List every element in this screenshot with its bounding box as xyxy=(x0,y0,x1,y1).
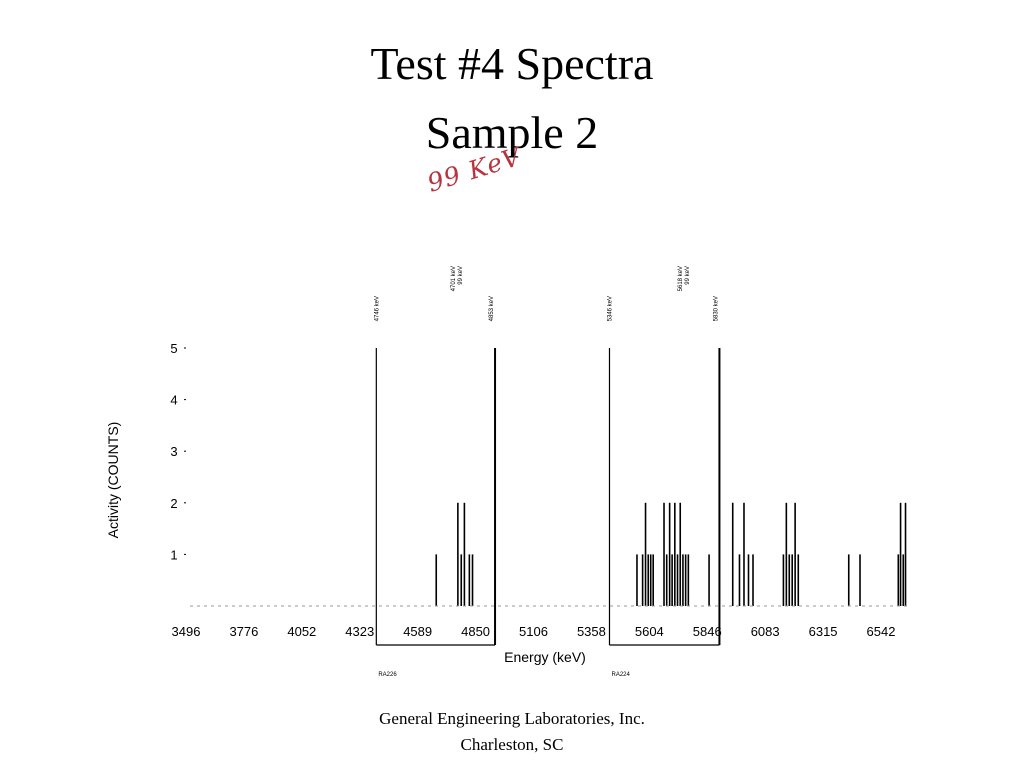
footer-location: Charleston, SC xyxy=(460,735,564,754)
peak-energy-label: 4701 keV xyxy=(451,266,457,291)
x-tick-label: 4589 xyxy=(403,624,432,639)
x-tick-label: 5106 xyxy=(519,624,548,639)
peak-energy-label: 99 keV xyxy=(685,266,691,285)
roi-start-label: 4746 keV xyxy=(374,296,380,321)
title-line-2: Sample 2 xyxy=(425,107,599,158)
roi-end-label: 5830 keV xyxy=(713,296,719,321)
peak-energy-label: 5618 keV xyxy=(678,266,684,291)
x-tick-label: 3496 xyxy=(172,624,201,639)
x-tick-label: 4323 xyxy=(345,624,374,639)
x-tick-label: 5846 xyxy=(693,624,722,639)
y-tick-label: 2 xyxy=(170,496,177,511)
y-tick-label: 4 xyxy=(170,393,177,408)
spectrum-chart: 1 2 3 4 5 3496 3776 4052 4323 4589 4850 5106 5358 56… xyxy=(105,266,908,678)
x-tick-label: 6542 xyxy=(867,624,896,639)
x-tick-label: 4850 xyxy=(461,624,490,639)
footer-company: General Engineering Laboratories, Inc. xyxy=(379,709,645,728)
x-tick-label: 4052 xyxy=(287,624,316,639)
x-axis-title: Energy (keV) xyxy=(504,649,586,665)
x-tick-label: 5604 xyxy=(635,624,664,639)
x-axis-ticks: 3496 3776 4052 4323 4589 4850 5106 5358 5604 5846… xyxy=(172,624,896,639)
y-tick-label: 1 xyxy=(170,547,177,562)
roi-name-label: RA226 xyxy=(378,672,397,678)
y-tick-label: 3 xyxy=(170,444,177,459)
roi-start-label: 5346 keV xyxy=(607,296,613,321)
spectrum-peaks xyxy=(435,502,907,606)
y-axis-title: Activity (COUNTS) xyxy=(105,422,121,539)
x-tick-label: 3776 xyxy=(229,624,258,639)
x-tick-label: 6315 xyxy=(809,624,838,639)
peak-energy-label: 99 keV xyxy=(458,266,464,285)
roi-end-label: 4853 keV xyxy=(489,296,495,321)
title-line-1: Test #4 Spectra xyxy=(370,38,654,89)
x-tick-label: 6083 xyxy=(751,624,780,639)
x-tick-label: 5358 xyxy=(577,624,606,639)
roi-name-label: RA224 xyxy=(611,672,630,678)
y-axis-ticks: 1 2 3 4 5 xyxy=(170,341,186,562)
y-tick-label: 5 xyxy=(170,341,177,356)
